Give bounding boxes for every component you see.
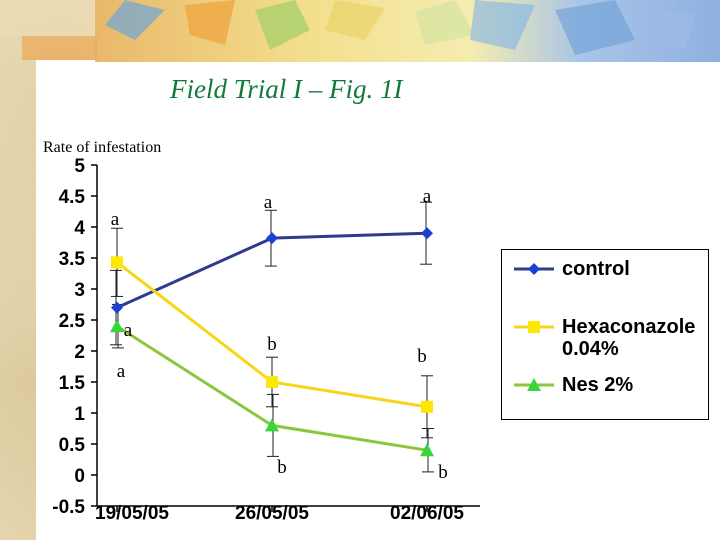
- y-tick-label: 0.5: [59, 435, 86, 456]
- y-tick-label: 4.5: [59, 187, 86, 208]
- y-tick-label: 4: [74, 218, 85, 239]
- significance-label: b: [277, 457, 287, 478]
- y-axis-label: Rate of infestation: [43, 139, 162, 156]
- y-tick-label: 3.5: [59, 249, 86, 270]
- significance-label: b: [417, 346, 427, 367]
- page-title: Field Trial I – Fig. 1I: [170, 74, 403, 104]
- legend-label-hexaconazole: Hexaconazole 0.04%: [562, 316, 696, 360]
- data-point: [265, 418, 279, 432]
- significance-label: a: [124, 320, 133, 341]
- y-tick-label: 3: [74, 280, 85, 301]
- data-point: [421, 400, 433, 413]
- x-tick-label: 19/05/05: [95, 503, 169, 524]
- data-point: [110, 319, 124, 333]
- y-tick-label: 1.5: [59, 373, 86, 394]
- significance-label: a: [264, 192, 273, 213]
- significance-label: a: [423, 186, 432, 207]
- x-tick-label: 02/06/05: [390, 503, 464, 524]
- legend-label-control: control: [562, 258, 630, 280]
- legend-label-nes: Nes 2%: [562, 374, 634, 396]
- y-tick-label: 2.5: [59, 311, 86, 332]
- y-tick-label: 1: [74, 404, 85, 425]
- significance-label: b: [438, 462, 448, 483]
- significance-label: a: [117, 361, 126, 382]
- data-point: [111, 301, 123, 314]
- legend-marker-nes: [514, 378, 554, 391]
- significance-label: a: [111, 209, 120, 230]
- legend-marker-hexaconazole: [514, 321, 554, 333]
- data-point: [266, 232, 278, 245]
- y-tick-label: 5: [74, 156, 85, 177]
- legend: control Hexaconazole 0.04% Nes 2%: [501, 249, 709, 420]
- banner-artwork: [95, 0, 720, 62]
- y-tick-label: 0: [74, 466, 85, 487]
- legend-marker-control: [514, 263, 554, 275]
- data-point: [111, 256, 123, 269]
- x-tick-label: 26/05/05: [235, 503, 309, 524]
- data-point: [421, 227, 433, 240]
- y-tick-label: -0.5: [52, 497, 85, 518]
- significance-label: b: [267, 334, 277, 355]
- data-point: [420, 443, 434, 457]
- data-point: [266, 376, 278, 388]
- y-tick-label: 2: [74, 342, 85, 363]
- decorative-banner: [95, 0, 720, 62]
- banner-corner: [0, 0, 97, 60]
